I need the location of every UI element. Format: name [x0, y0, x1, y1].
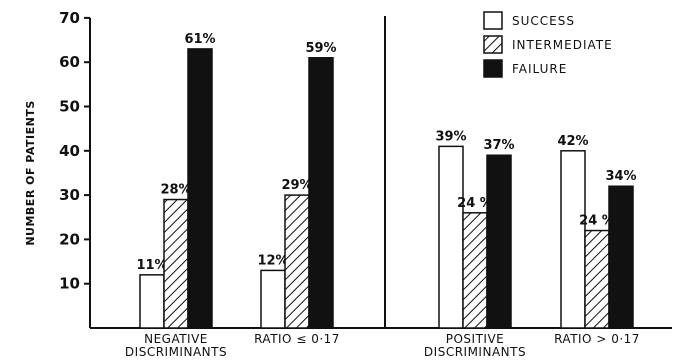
data-label: 28%: [160, 183, 191, 198]
category-label: NEGATIVE: [144, 332, 208, 346]
bar-white: [560, 150, 586, 329]
data-label: 39%: [435, 129, 466, 144]
data-label: 12%: [257, 253, 288, 268]
y-tick-label: 10: [59, 275, 80, 293]
data-label: 34%: [605, 169, 636, 184]
bar-white: [139, 274, 165, 329]
category-label: DISCRIMINANTS: [125, 345, 227, 359]
legend-swatch-white: [483, 11, 503, 30]
y-tick-label: 70: [59, 9, 80, 27]
bar-black: [187, 48, 213, 329]
legend: SUCCESS INTERMEDIATE FAILURE: [483, 11, 613, 78]
bar-white: [438, 145, 464, 329]
category-label: DISCRIMINANTS: [424, 345, 526, 359]
data-label: 11%: [136, 258, 167, 273]
data-label: 24 %: [579, 214, 615, 229]
bar-black: [486, 154, 512, 329]
bar-hatched: [584, 229, 610, 329]
legend-swatch-black: [483, 59, 503, 78]
data-label: 59%: [305, 41, 336, 56]
data-label: 42%: [557, 134, 588, 149]
legend-label: SUCCESS: [512, 14, 575, 28]
bar-hatched: [462, 212, 488, 329]
bar-black: [308, 57, 334, 329]
data-label: 29%: [281, 178, 312, 193]
y-tick-label: 20: [59, 230, 80, 248]
bar-white: [260, 269, 286, 329]
category-label: RATIO ≤ 0·17: [254, 332, 340, 346]
y-axis-label: NUMBER OF PATIENTS: [24, 100, 37, 245]
y-tick-label: 40: [59, 142, 80, 160]
category-label: RATIO > 0·17: [554, 332, 640, 346]
legend-label: FAILURE: [512, 62, 567, 76]
bars: 11%28%61%NEGATIVEDISCRIMINANTS12%29%59%R…: [125, 32, 640, 359]
y-tick-label: 60: [59, 53, 80, 71]
data-label: 61%: [184, 32, 215, 47]
legend-label: INTERMEDIATE: [512, 38, 613, 52]
legend-swatch-hatched: [483, 35, 503, 54]
bar-hatched: [163, 198, 189, 329]
bar-hatched: [284, 194, 310, 329]
y-tick-label: 30: [59, 186, 80, 204]
y-tick-label: 50: [59, 98, 80, 116]
data-label: 37%: [483, 138, 514, 153]
data-label: 24 %: [457, 196, 493, 211]
bar-black: [608, 185, 634, 329]
category-label: POSITIVE: [446, 332, 505, 346]
